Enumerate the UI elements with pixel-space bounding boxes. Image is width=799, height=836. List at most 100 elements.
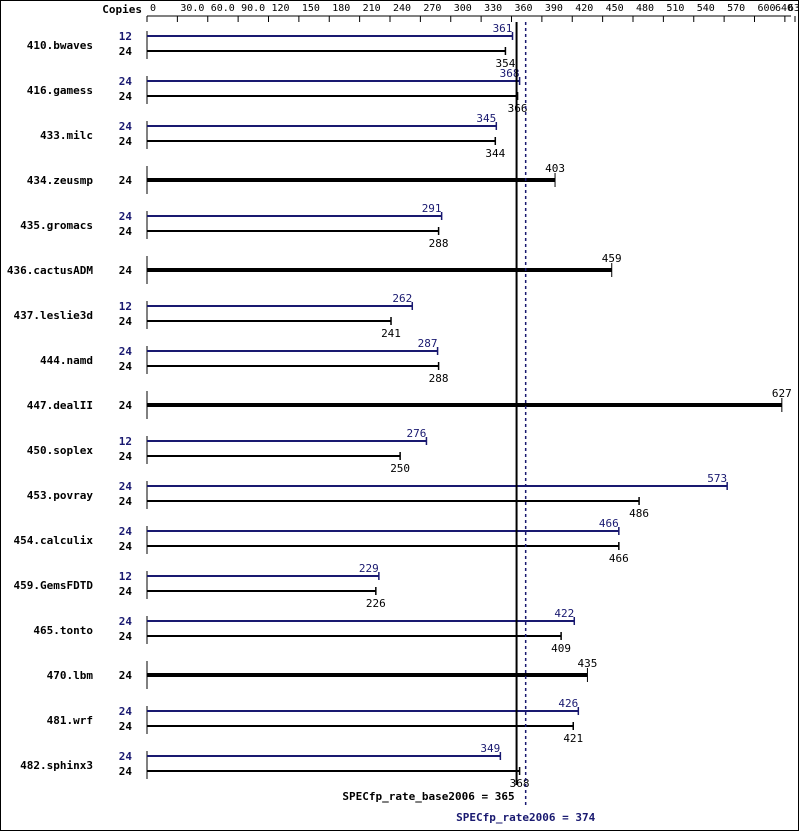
copies-value: 24 xyxy=(119,450,133,463)
benchmark-name: 444.namd xyxy=(40,354,93,367)
benchmark-name: 453.povray xyxy=(27,489,94,502)
copies-value: 12 xyxy=(119,435,132,448)
benchmark-name: 454.calculix xyxy=(14,534,94,547)
copies-value: 24 xyxy=(119,360,133,373)
copies-value: 24 xyxy=(119,750,133,763)
x-tick-label: 300 xyxy=(454,3,472,14)
bar-value-label: 573 xyxy=(707,472,727,485)
copies-value: 24 xyxy=(119,669,133,682)
bar-value-label: 276 xyxy=(407,427,427,440)
bar-value-label: 226 xyxy=(366,597,386,610)
bar-value-label: 354 xyxy=(495,57,515,70)
copies-value: 24 xyxy=(119,90,133,103)
bar-value-label: 361 xyxy=(493,22,513,35)
copies-value: 24 xyxy=(119,120,133,133)
x-tick-label: 510 xyxy=(666,3,684,14)
x-tick-label: 60.0 xyxy=(211,3,235,14)
peak-mean-label: SPECfp_rate2006 = 374 xyxy=(456,811,595,824)
bar-value-label: 627 xyxy=(772,387,792,400)
benchmark-name: 459.GemsFDTD xyxy=(14,579,94,592)
x-tick-label: 180 xyxy=(332,3,350,14)
bar-value-label: 344 xyxy=(485,147,505,160)
bar-value-label: 368 xyxy=(500,67,520,80)
x-tick-label: 360 xyxy=(515,3,533,14)
x-tick-label: 210 xyxy=(363,3,381,14)
copies-value: 24 xyxy=(119,765,133,778)
x-tick-label: 150 xyxy=(302,3,320,14)
x-tick-label: 330 xyxy=(484,3,502,14)
copies-value: 24 xyxy=(119,174,133,187)
bar-value-label: 349 xyxy=(480,742,500,755)
bar-value-label: 466 xyxy=(609,552,629,565)
bar-value-label: 422 xyxy=(554,607,574,620)
copies-value: 24 xyxy=(119,75,133,88)
copies-value: 24 xyxy=(119,345,133,358)
copies-value: 24 xyxy=(119,630,133,643)
copies-value: 24 xyxy=(119,585,133,598)
benchmark-name: 434.zeusmp xyxy=(27,174,94,187)
bar-value-label: 409 xyxy=(551,642,571,655)
copies-value: 24 xyxy=(119,720,133,733)
copies-value: 24 xyxy=(119,135,133,148)
copies-value: 24 xyxy=(119,705,133,718)
benchmark-name: 416.gamess xyxy=(27,84,93,97)
copies-value: 12 xyxy=(119,300,132,313)
benchmark-name: 470.lbm xyxy=(47,669,94,682)
copies-header: Copies xyxy=(102,3,142,16)
bar-value-label: 288 xyxy=(429,237,449,250)
benchmark-name: 435.gromacs xyxy=(20,219,93,232)
copies-value: 24 xyxy=(119,225,133,238)
x-tick-label: 390 xyxy=(545,3,563,14)
benchmark-name: 481.wrf xyxy=(47,714,93,727)
copies-value: 24 xyxy=(119,495,133,508)
bar-value-label: 486 xyxy=(629,507,649,520)
benchmark-name: 436.cactusADM xyxy=(7,264,93,277)
x-tick-label: 450 xyxy=(606,3,624,14)
bar-value-label: 250 xyxy=(390,462,410,475)
copies-value: 24 xyxy=(119,399,133,412)
x-tick-label: 420 xyxy=(575,3,593,14)
bar-value-label: 288 xyxy=(429,372,449,385)
benchmark-name: 482.sphinx3 xyxy=(20,759,93,772)
x-tick-label: 0 xyxy=(150,3,156,14)
x-tick-label: 480 xyxy=(636,3,654,14)
x-tick-label: 270 xyxy=(423,3,441,14)
copies-value: 12 xyxy=(119,570,132,583)
copies-value: 24 xyxy=(119,525,133,538)
copies-value: 24 xyxy=(119,315,133,328)
bar-value-label: 403 xyxy=(545,162,565,175)
bar-value-label: 366 xyxy=(508,102,528,115)
benchmark-name: 433.milc xyxy=(40,129,93,142)
copies-value: 24 xyxy=(119,210,133,223)
bar-value-label: 459 xyxy=(602,252,622,265)
copies-value: 24 xyxy=(119,480,133,493)
x-tick-label: 570 xyxy=(727,3,745,14)
bar-value-label: 466 xyxy=(599,517,619,530)
bar-value-label: 241 xyxy=(381,327,401,340)
copies-value: 24 xyxy=(119,264,133,277)
copies-value: 24 xyxy=(119,540,133,553)
x-tick-label: 240 xyxy=(393,3,411,14)
x-tick-label: 30.0 xyxy=(180,3,204,14)
bar-value-label: 262 xyxy=(392,292,412,305)
copies-value: 24 xyxy=(119,615,133,628)
copies-value: 24 xyxy=(119,45,133,58)
bar-value-label: 421 xyxy=(563,732,583,745)
bar-value-label: 287 xyxy=(418,337,438,350)
bar-value-label: 368 xyxy=(510,777,530,790)
benchmark-name: 450.soplex xyxy=(27,444,94,457)
x-tick-label: 640 xyxy=(775,3,793,14)
x-tick-label: 600 xyxy=(758,3,776,14)
benchmark-name: 410.bwaves xyxy=(27,39,93,52)
benchmark-name: 447.dealII xyxy=(27,399,93,412)
bar-value-label: 426 xyxy=(558,697,578,710)
x-tick-label: 540 xyxy=(697,3,715,14)
copies-value: 12 xyxy=(119,30,132,43)
benchmark-name: 437.leslie3d xyxy=(14,309,93,322)
base-mean-label: SPECfp_rate_base2006 = 365 xyxy=(342,790,514,803)
x-tick-label: 630 xyxy=(788,3,799,14)
bar-value-label: 291 xyxy=(422,202,442,215)
x-tick-label: 90.0 xyxy=(241,3,265,14)
